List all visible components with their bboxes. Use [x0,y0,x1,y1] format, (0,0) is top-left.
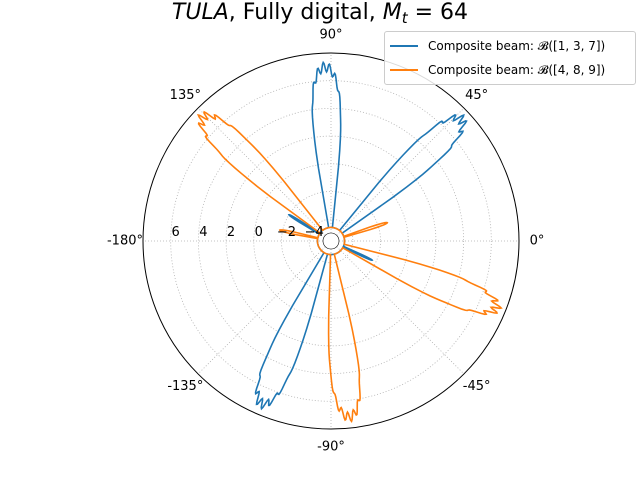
radial-gridline-0 [308,218,354,264]
title-math-sub: t [401,9,408,27]
angular-gridline-5 [197,246,326,375]
outer-ring [142,52,520,430]
angle-tick-label-7: -45° [463,379,491,394]
series-layer [196,60,503,424]
title-math-rest: = 64 [407,0,469,25]
radial-tick-label-3: 2 [227,225,235,240]
title-italic-part: TULA [171,0,229,25]
series-line-1 [196,110,503,424]
angle-tick-label-6: -90° [317,440,345,455]
angular-gridline-7 [336,246,465,375]
angle-tick-label-3: 135° [170,88,201,103]
legend: Composite beam: 𝓑([1, 3, 7]) Composite b… [384,31,636,85]
label-layer: 0° 45° 90° 135° -180° -135° -90° -45° −4 −2 0 2 4 6 [107,28,544,455]
legend-label-0: Composite beam: 𝓑([1, 3, 7]) [428,38,606,53]
angular-gridline-1 [336,107,465,236]
angle-tick-label-4: -180° [107,234,143,249]
radial-tick-label-1: −2 [277,225,296,240]
radial-tick-label-5: 6 [172,225,180,240]
radial-tick-label-0: −4 [305,225,324,240]
angle-tick-label-2: 90° [319,28,342,43]
chart-title: TULA, Fully digital, Mt = 64 [0,0,640,27]
legend-swatch-0 [390,45,418,47]
title-math-part: M [382,0,402,25]
radial-gridline-1 [281,191,381,291]
angle-tick-label-1: 45° [465,88,488,103]
radial-gridline-5 [170,80,492,402]
title-middle-part: , Fully digital, [228,0,383,25]
legend-label-1: Composite beam: 𝓑([4, 8, 9]) [428,62,606,77]
legend-swatch-1 [390,69,418,71]
grid-layer [143,53,519,429]
legend-item-0: Composite beam: 𝓑([1, 3, 7]) [390,37,605,55]
radial-tick-label-2: 0 [255,225,263,240]
angle-tick-label-5: -135° [167,379,203,394]
radial-gridline-4 [197,107,465,375]
radial-tick-label-4: 4 [199,225,207,240]
angular-gridline-3 [197,107,326,236]
inner-hole [322,232,340,250]
angle-tick-label-0: 0° [530,234,545,249]
legend-item-1: Composite beam: 𝓑([4, 8, 9]) [390,61,605,79]
